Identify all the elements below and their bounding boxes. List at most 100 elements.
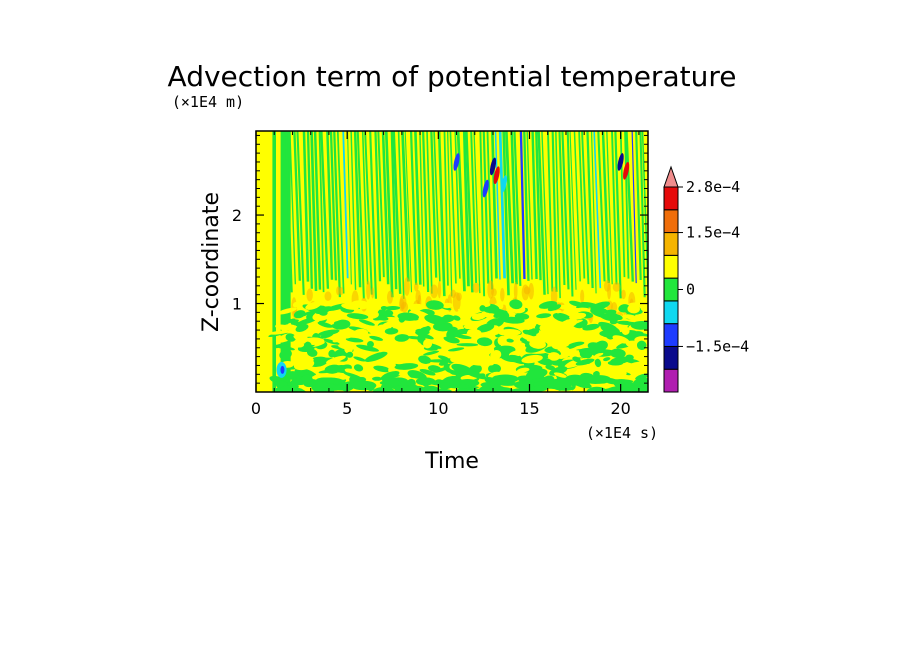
field-streak xyxy=(558,131,566,286)
field-patch xyxy=(609,367,627,378)
field-patch xyxy=(582,323,600,331)
field-streak xyxy=(526,131,533,280)
field-streak xyxy=(510,131,518,285)
field-streak xyxy=(414,131,422,285)
colorbar-extend-max xyxy=(663,165,679,188)
field-streak xyxy=(631,131,637,284)
field-patch xyxy=(538,301,558,309)
field-patch xyxy=(609,348,626,359)
field-streak xyxy=(465,131,474,293)
field-patch xyxy=(437,280,442,299)
field-patch xyxy=(317,308,328,316)
field-patch xyxy=(366,280,371,300)
field-patch xyxy=(339,287,344,296)
field-patch xyxy=(273,344,295,351)
field-patch xyxy=(514,342,527,351)
field-patch xyxy=(462,299,486,309)
colorbar-tick-label: −1.5e−4 xyxy=(686,337,749,355)
field-patch xyxy=(346,351,354,358)
field-streak xyxy=(462,131,470,287)
field-patch xyxy=(566,307,584,312)
field-streak xyxy=(566,131,574,297)
field-streak xyxy=(641,131,648,298)
field-patch xyxy=(333,321,347,328)
field-patch xyxy=(550,286,558,306)
chart-title: Advection term of potential temperature xyxy=(168,60,737,93)
field-patch xyxy=(594,308,608,315)
field-patch xyxy=(521,354,543,364)
field-patch xyxy=(294,341,305,348)
field-patch xyxy=(510,388,533,392)
field-patch xyxy=(501,316,525,324)
field-streak xyxy=(369,131,378,299)
field-streak xyxy=(346,131,352,285)
field-patch xyxy=(448,347,465,352)
field-patch xyxy=(450,356,459,363)
field-patch xyxy=(384,306,401,311)
field-streak xyxy=(586,131,594,288)
field-patch xyxy=(441,302,453,309)
field-patch xyxy=(506,338,514,343)
field-streak xyxy=(284,131,293,293)
field-streak xyxy=(523,131,530,281)
field-patch xyxy=(606,379,634,384)
field-streak xyxy=(535,131,542,281)
field-patch xyxy=(417,333,426,344)
field-patch xyxy=(561,347,570,354)
field-streak xyxy=(590,131,597,294)
field-patch xyxy=(356,344,380,352)
field-patch xyxy=(553,372,568,378)
field-streak xyxy=(289,131,297,285)
field-streak xyxy=(541,131,549,295)
field-streak xyxy=(333,131,342,298)
field-patch xyxy=(534,318,547,326)
field-patch xyxy=(338,344,354,351)
field-patch xyxy=(525,368,548,380)
field-patch xyxy=(290,318,297,326)
field-patch xyxy=(293,359,315,371)
field-patch xyxy=(387,290,393,304)
field-patch xyxy=(277,307,297,315)
field-patch xyxy=(509,299,523,310)
field-patch xyxy=(400,301,409,313)
field-streak xyxy=(422,131,430,293)
colorbar-box xyxy=(663,186,679,211)
field-patch xyxy=(507,329,519,335)
colorbar-tick-label: 0 xyxy=(686,281,695,299)
colorbar-box xyxy=(663,209,679,234)
field-patch xyxy=(621,289,626,300)
field-patch xyxy=(280,385,296,392)
field-streak xyxy=(326,131,334,280)
field-streak xyxy=(635,131,642,281)
field-patch xyxy=(353,364,364,372)
field-streak xyxy=(547,131,554,292)
field-patch xyxy=(418,355,432,364)
field-core xyxy=(623,161,630,180)
field-band xyxy=(276,131,281,392)
field-streak xyxy=(374,131,382,282)
field-patch xyxy=(569,312,587,320)
field-patch xyxy=(296,317,317,326)
field-patch xyxy=(318,369,338,374)
field-patch xyxy=(403,277,410,296)
x-tick-label: 10 xyxy=(428,399,448,418)
field-patch xyxy=(358,319,375,326)
field-core xyxy=(489,157,497,176)
field-streak xyxy=(449,131,457,284)
colorbar-box xyxy=(663,232,679,256)
field-streak xyxy=(437,131,446,297)
field-patch xyxy=(438,382,452,390)
field-streak xyxy=(377,131,385,278)
field-patch xyxy=(488,364,502,374)
colorbar-tick-label: 2.8e−4 xyxy=(686,178,740,196)
field-streak xyxy=(318,131,325,293)
field-streak xyxy=(504,131,514,284)
field-core xyxy=(453,153,460,171)
field-streak xyxy=(573,131,581,282)
field-patch xyxy=(324,291,332,302)
field-streak xyxy=(443,131,449,286)
field-streak xyxy=(384,131,394,298)
field-patch xyxy=(547,304,562,312)
field-patch xyxy=(603,357,611,362)
